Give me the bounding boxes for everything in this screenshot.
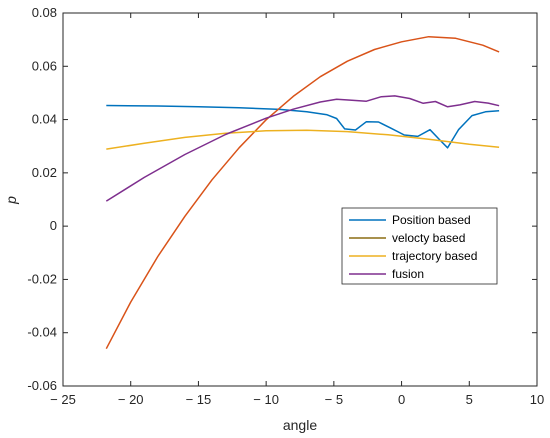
- y-axis: -0.06 -0.04 -0.02 0 0.02 0.04 0.06 0.08: [27, 5, 537, 393]
- series-line-2: [105, 35, 500, 350]
- x-tick-label: − 10: [253, 392, 279, 407]
- y-tick-label: -0.02: [27, 271, 57, 286]
- series-line-1: [106, 104, 500, 149]
- y-tick-label: 0.08: [32, 5, 57, 20]
- legend-label: velocty based: [392, 231, 465, 245]
- y-tick-label: -0.04: [27, 325, 57, 340]
- x-tick-label: − 25: [50, 392, 76, 407]
- legend-label: fusion: [392, 267, 424, 281]
- y-tick-label: 0.02: [32, 165, 57, 180]
- series-lines: [105, 35, 500, 350]
- legend: Position based velocty based trajectory ba…: [341, 207, 498, 285]
- plot-area: [62, 12, 538, 387]
- series-line-4: [105, 95, 500, 202]
- y-tick-label: -0.06: [27, 378, 57, 393]
- legend-label: trajectory based: [392, 249, 477, 263]
- x-tick-label: 5: [466, 392, 473, 407]
- x-tick-label: 10: [530, 392, 544, 407]
- series-line-3: [106, 129, 500, 150]
- y-tick-label: 0.06: [32, 58, 57, 73]
- legend-label: Position based: [392, 213, 471, 227]
- y-tick-label: 0: [50, 218, 57, 233]
- x-tick-label: 0: [398, 392, 405, 407]
- x-tick-label: − 15: [186, 392, 212, 407]
- x-axis: − 25 − 20 − 15 − 10 − 5 0 5 10: [50, 13, 544, 407]
- y-axis-label: p: [3, 196, 19, 205]
- x-tick-label: − 20: [118, 392, 144, 407]
- x-axis-label: angle: [283, 417, 317, 433]
- x-tick-label: − 5: [325, 392, 343, 407]
- y-tick-label: 0.04: [32, 112, 57, 127]
